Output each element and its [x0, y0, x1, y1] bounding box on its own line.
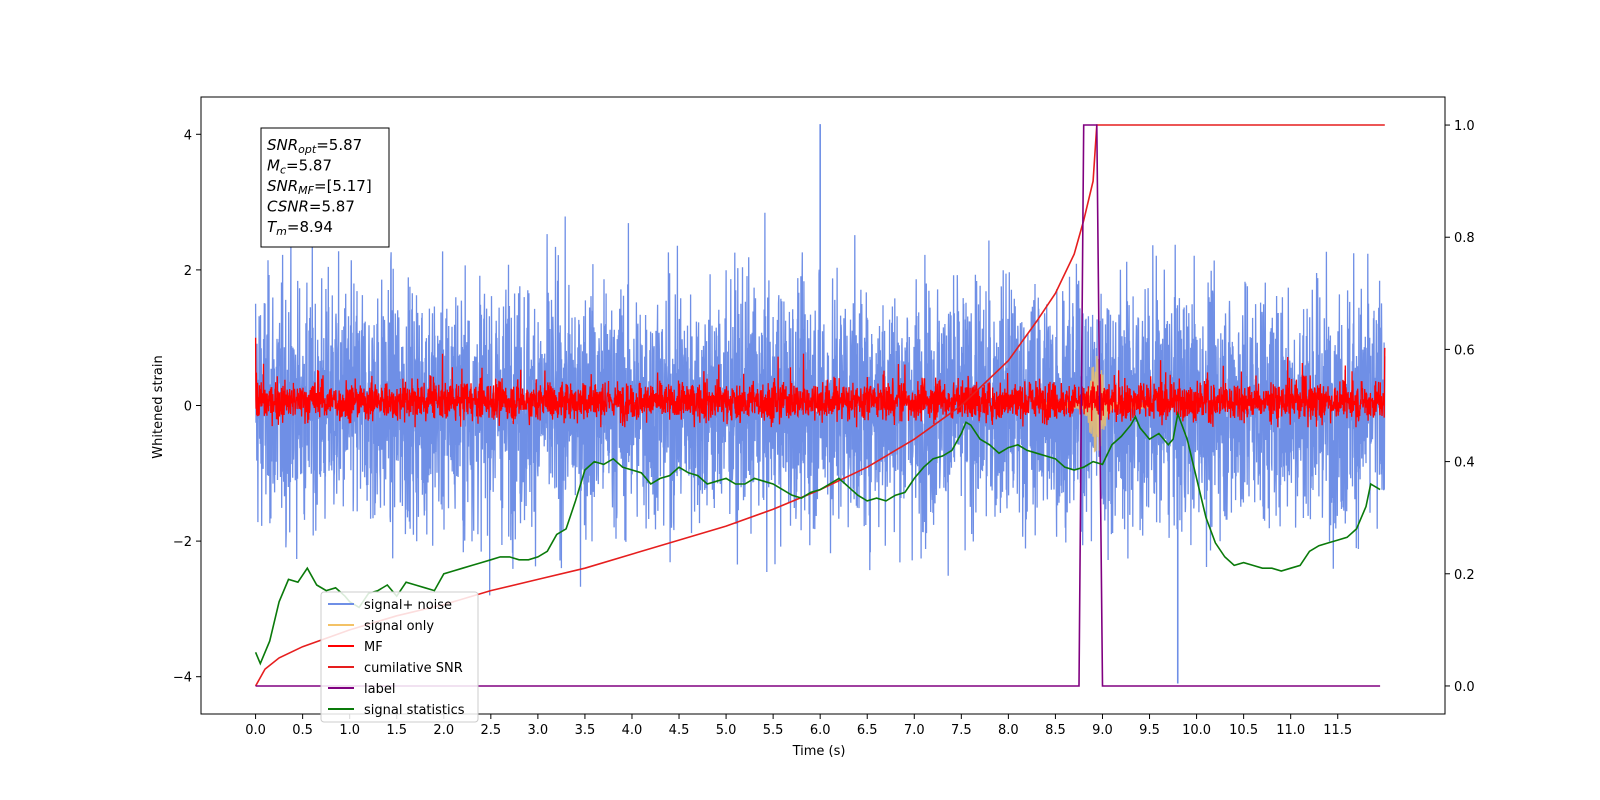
legend-frame: [320, 591, 479, 723]
x-tick-label-18: 9.0: [1092, 723, 1113, 738]
x-tick-label-9: 4.5: [669, 723, 690, 738]
y-right-tick-label-3: 0.6: [1454, 343, 1475, 358]
legend-label-3: cumilative SNR: [364, 661, 463, 676]
annotation-snr-opt: SNRopt=5.87: [267, 136, 362, 156]
x-tick-label-13: 6.5: [857, 723, 878, 738]
y-right-tick-label-4: 0.8: [1454, 231, 1475, 246]
series-signal-statistics: [254, 410, 1381, 666]
x-tick-label-19: 9.5: [1139, 723, 1160, 738]
y-right-tick-label-1: 0.2: [1454, 568, 1475, 583]
x-tick-label-4: 2.0: [433, 723, 454, 738]
y-left-tick-label-4: 4: [184, 128, 192, 143]
y-left-tick-label-2: 0: [184, 400, 192, 415]
axes: 0.0 0.5 1.0 1.5 2.0 2.5 3.0 3.5 4.0 4.5 5.0 5.5 6.0 6…: [173, 96, 1475, 738]
x-tick-label-5: 2.5: [480, 723, 501, 738]
x-tick-label-1: 0.5: [292, 723, 313, 738]
legend-label-0: signal+ noise: [364, 598, 452, 613]
y-right-tick-label-2: 0.4: [1454, 456, 1475, 471]
legend-label-1: signal only: [364, 619, 434, 634]
x-axis-label: Time (s): [792, 744, 846, 759]
x-tick-label-7: 3.5: [575, 723, 596, 738]
legend-label-4: label: [364, 682, 395, 697]
x-tick-label-16: 8.0: [998, 723, 1019, 738]
y-axis-label: Whitened strain: [151, 355, 166, 458]
legend: signal+ noise signal only MF cumilative SNR…: [320, 591, 479, 723]
series-label: [255, 124, 1381, 687]
y-left-tick-label-1: −2: [173, 535, 192, 550]
x-tick-label-17: 8.5: [1045, 723, 1066, 738]
x-tick-label-0: 0.0: [245, 723, 266, 738]
x-tick-label-8: 4.0: [622, 723, 643, 738]
x-tick-label-15: 7.5: [951, 723, 972, 738]
x-tick-label-6: 3.0: [528, 723, 549, 738]
y-right-tick-label-0: 0.0: [1454, 680, 1475, 695]
y-left-tick-label-0: −4: [173, 671, 192, 686]
x-tick-label-14: 7.0: [904, 723, 925, 738]
y-left-tick-label-3: 2: [184, 264, 192, 279]
annotation-tm: Tm=8.94: [267, 218, 333, 238]
x-tick-label-22: 11.0: [1276, 723, 1305, 738]
annotation-mc: Mc=5.87: [267, 157, 332, 177]
annotation-frame: [260, 127, 390, 248]
x-tick-label-23: 11.5: [1323, 723, 1352, 738]
x-tick-label-2: 1.0: [339, 723, 360, 738]
x-tick-label-20: 10.0: [1182, 723, 1211, 738]
y-right-tick-label-5: 1.0: [1454, 119, 1475, 134]
x-tick-label-11: 5.5: [763, 723, 784, 738]
legend-label-2: MF: [364, 640, 383, 655]
x-tick-label-10: 5.0: [716, 723, 737, 738]
x-tick-label-3: 1.5: [386, 723, 407, 738]
annotation-csnr: CSNR=5.87: [267, 198, 355, 216]
series-mf: [254, 337, 1386, 428]
legend-label-5: signal statistics: [364, 703, 465, 718]
x-tick-label-21: 10.5: [1229, 723, 1258, 738]
x-tick-label-12: 6.0: [810, 723, 831, 738]
annotation-snr-mf: SNRMF=[5.17]: [267, 177, 372, 197]
